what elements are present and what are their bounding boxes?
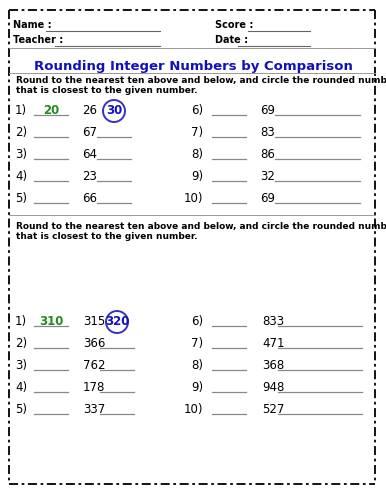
Text: 178: 178 (83, 381, 105, 394)
Text: 1): 1) (15, 104, 27, 117)
Text: 20: 20 (43, 104, 59, 117)
Text: 5): 5) (15, 403, 27, 416)
Text: 320: 320 (105, 315, 129, 328)
Text: Round to the nearest ten above and below, and circle the rounded number: Round to the nearest ten above and below… (16, 76, 386, 85)
Text: Rounding Integer Numbers by Comparison: Rounding Integer Numbers by Comparison (34, 60, 352, 73)
Text: 948: 948 (262, 381, 284, 394)
Text: Score :: Score : (215, 20, 253, 30)
Text: 7): 7) (191, 126, 203, 139)
Text: 86: 86 (260, 148, 275, 161)
Text: 8): 8) (191, 359, 203, 372)
Text: 527: 527 (262, 403, 284, 416)
Text: 66: 66 (82, 192, 97, 205)
Text: 9): 9) (191, 381, 203, 394)
Text: Date :: Date : (215, 35, 248, 45)
Text: 8): 8) (191, 148, 203, 161)
Text: 2): 2) (15, 337, 27, 350)
Text: 833: 833 (262, 315, 284, 328)
Text: 4): 4) (15, 381, 27, 394)
Text: 23: 23 (82, 170, 97, 183)
Text: 471: 471 (262, 337, 284, 350)
Text: 310: 310 (39, 315, 63, 328)
Text: 67: 67 (82, 126, 97, 139)
Text: 368: 368 (262, 359, 284, 372)
Text: 337: 337 (83, 403, 105, 416)
Text: 2): 2) (15, 126, 27, 139)
Text: 64: 64 (82, 148, 97, 161)
Text: 69: 69 (260, 104, 275, 117)
Text: Name :: Name : (13, 20, 52, 30)
Text: 4): 4) (15, 170, 27, 183)
Text: 30: 30 (106, 104, 122, 117)
Text: 83: 83 (260, 126, 275, 139)
Text: 10): 10) (183, 192, 203, 205)
Text: that is closest to the given number.: that is closest to the given number. (16, 232, 198, 241)
Text: 32: 32 (260, 170, 275, 183)
Text: 69: 69 (260, 192, 275, 205)
Text: 762: 762 (83, 359, 105, 372)
Text: 9): 9) (191, 170, 203, 183)
Text: Teacher :: Teacher : (13, 35, 63, 45)
Text: 6): 6) (191, 104, 203, 117)
Text: Round to the nearest ten above and below, and circle the rounded number: Round to the nearest ten above and below… (16, 222, 386, 231)
Text: 1): 1) (15, 315, 27, 328)
Text: 26: 26 (82, 104, 97, 117)
Text: 6): 6) (191, 315, 203, 328)
Text: 5): 5) (15, 192, 27, 205)
Text: 7): 7) (191, 337, 203, 350)
Text: 10): 10) (183, 403, 203, 416)
Text: 3): 3) (15, 359, 27, 372)
Text: that is closest to the given number.: that is closest to the given number. (16, 86, 198, 95)
Text: 3): 3) (15, 148, 27, 161)
Text: 315: 315 (83, 315, 105, 328)
Text: 366: 366 (83, 337, 105, 350)
